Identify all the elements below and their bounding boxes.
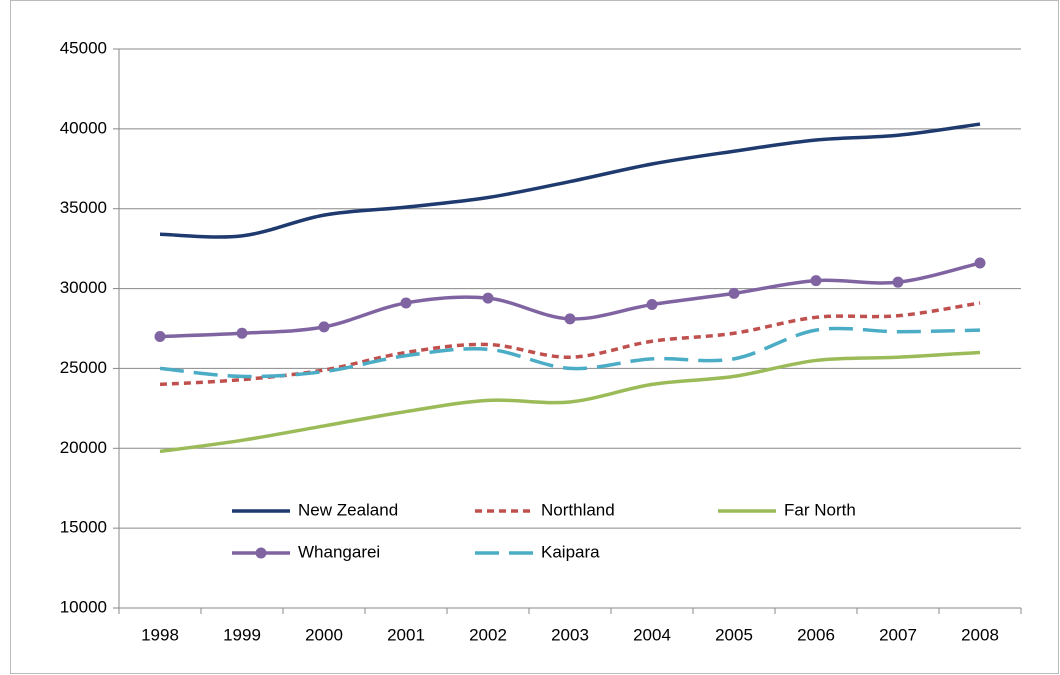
point: [974, 257, 986, 269]
y-tick-label: 35000: [60, 198, 107, 217]
point: [482, 292, 494, 304]
point: [892, 276, 904, 288]
point: [236, 327, 248, 339]
y-tick-label: 15000: [60, 518, 107, 537]
y-tick-label: 10000: [60, 597, 107, 616]
point: [400, 297, 412, 309]
point: [646, 299, 658, 311]
series-line: [159, 350, 981, 454]
legend-label: Northland: [541, 500, 615, 519]
series-line: [159, 261, 981, 339]
legend-label: Whangarei: [298, 542, 380, 561]
x-tick-label: 2004: [633, 625, 671, 644]
y-tick-label: 30000: [60, 278, 107, 297]
series-line: [159, 301, 981, 387]
x-tick-label: 2005: [715, 625, 753, 644]
x-tick-label: 2000: [305, 625, 343, 644]
y-tick-label: 20000: [60, 438, 107, 457]
point: [318, 321, 330, 333]
chart-border: [10, 0, 1059, 674]
legend-marker: [255, 547, 267, 559]
x-tick-label: 2002: [469, 625, 507, 644]
series-line: [159, 326, 981, 379]
point: [728, 287, 740, 299]
x-tick-label: 1999: [223, 625, 261, 644]
x-tick-label: 2003: [551, 625, 589, 644]
x-tick-label: 2001: [387, 625, 425, 644]
y-tick-label: 25000: [60, 358, 107, 377]
y-tick-label: 45000: [60, 38, 107, 57]
x-tick-label: 2008: [961, 625, 999, 644]
series-line: [159, 122, 981, 239]
legend-label: Kaipara: [541, 542, 600, 561]
x-tick-label: 1998: [141, 625, 179, 644]
legend-label: New Zealand: [298, 500, 398, 519]
x-tick-label: 2006: [797, 625, 835, 644]
point: [564, 313, 576, 325]
x-tick-label: 2007: [879, 625, 917, 644]
y-tick-label: 40000: [60, 118, 107, 137]
legend-label: Far North: [784, 500, 856, 519]
point: [154, 330, 166, 342]
point: [810, 275, 822, 287]
